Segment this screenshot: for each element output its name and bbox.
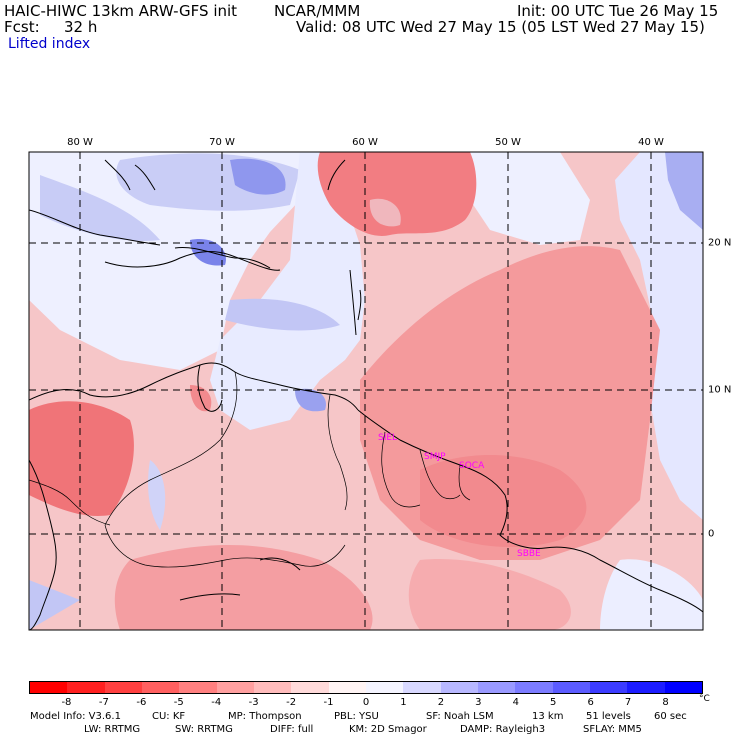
station-label-siel: SIEL (378, 433, 397, 443)
colorbar-segment (291, 682, 329, 693)
colorbar-tick-label: -4 (211, 697, 222, 708)
lat-lon-grid (29, 152, 703, 630)
colorbar-tick-label: -5 (173, 697, 184, 708)
lon-label-50w: 50 W (495, 137, 521, 148)
eddy-coefficient: KM: 2D Smagor (349, 724, 427, 735)
org-label: NCAR/MMM (274, 2, 361, 20)
colorbar-segment (216, 682, 254, 693)
lon-label-60w: 60 W (352, 137, 378, 148)
colorbar-segment (440, 682, 478, 693)
colorbar-tick-label: 5 (550, 697, 557, 708)
colorbar-segment (589, 682, 628, 693)
forecast-label: Fcst: (4, 18, 40, 36)
colorbar-segment (627, 682, 665, 693)
station-label-smjp: SMJP (424, 452, 446, 462)
init-time: Init: 00 UTC Tue 26 May 15 (517, 2, 719, 20)
colorbar-tick-label: 3 (475, 697, 482, 708)
cumulus-scheme: CU: KF (152, 711, 186, 722)
model-title: HAIC-HIWC 13km ARW-GFS init (4, 2, 238, 20)
station-label-sbbe: SBBE (517, 549, 541, 559)
longwave-scheme: LW: RRTMG (84, 724, 141, 735)
colorbar-ticks: -8 -7 -6 -5 -4 -3 -2 -1 0 1 2 3 4 5 6 7 8 (29, 697, 703, 709)
lat-label-10n: 10 N (708, 384, 732, 396)
colorbar-segment (179, 682, 217, 693)
colorbar-tick-label: 6 (587, 697, 594, 708)
vertical-levels: 51 levels (586, 711, 631, 722)
surface-layer: SFLAY: MM5 (583, 724, 642, 735)
colorbar-segment (477, 682, 516, 693)
microphysics-scheme: MP: Thompson (228, 711, 302, 722)
lat-label-0: 0 (708, 528, 715, 540)
coastlines (29, 159, 703, 630)
colorbar-tick-label: 0 (362, 697, 370, 708)
colorbar-tick-label: -7 (98, 697, 109, 708)
colorbar-segment (328, 682, 366, 693)
colorbar-tick-label: 4 (512, 697, 519, 708)
forecast-hours: 32 h (64, 18, 98, 36)
colorbar-segment (141, 682, 180, 693)
lon-label-40w: 40 W (638, 137, 664, 148)
grid-resolution: 13 km (532, 711, 564, 722)
lon-label-70w: 70 W (209, 137, 235, 148)
lat-label-20n: 20 N (708, 237, 732, 249)
map-frame (28, 151, 704, 631)
colorbar-tick-label: 1 (400, 697, 407, 708)
time-step: 60 sec (654, 711, 687, 722)
field-name: Lifted index (8, 36, 91, 52)
colorbar-segment (67, 682, 105, 693)
diffusion-option: DIFF: full (270, 724, 314, 735)
colorbar-tick-label: -3 (248, 697, 259, 708)
colorbar-segment (664, 682, 702, 693)
colorbar-tick-label: -6 (136, 697, 147, 708)
colorbar (29, 681, 703, 694)
colorbar-unit: °C (699, 694, 710, 704)
colorbar-segment (104, 682, 142, 693)
damping-option: DAMP: Rayleigh3 (460, 724, 546, 735)
station-label-soca: SOCA (459, 461, 485, 471)
colorbar-segment (403, 682, 441, 693)
model-version: Model Info: V3.6.1 (30, 711, 121, 722)
lon-label-80w: 80 W (67, 137, 93, 148)
colorbar-segment (30, 682, 68, 693)
pbl-scheme: PBL: YSU (334, 711, 379, 722)
colorbar-tick-label: -1 (323, 697, 334, 708)
station-markers: SIEL SMJP SOCA SBBE (378, 433, 541, 559)
valid-time: Valid: 08 UTC Wed 27 May 15 (05 LST Wed … (296, 18, 705, 36)
surface-scheme: SF: Noah LSM (426, 711, 494, 722)
country-borders (29, 371, 471, 568)
colorbar-tick-label: 8 (662, 697, 669, 708)
colorbar-segment (365, 682, 404, 693)
colorbar-segment (515, 682, 553, 693)
shortwave-scheme: SW: RRTMG (175, 724, 233, 735)
colorbar-segment (552, 682, 590, 693)
colorbar-tick-label: -8 (61, 697, 72, 708)
colorbar-tick-label: 2 (437, 697, 445, 708)
colorbar-segment (253, 682, 292, 693)
colorbar-tick-label: 7 (624, 697, 632, 708)
colorbar-tick-label: -2 (286, 697, 297, 708)
unstable-regions (29, 152, 660, 630)
